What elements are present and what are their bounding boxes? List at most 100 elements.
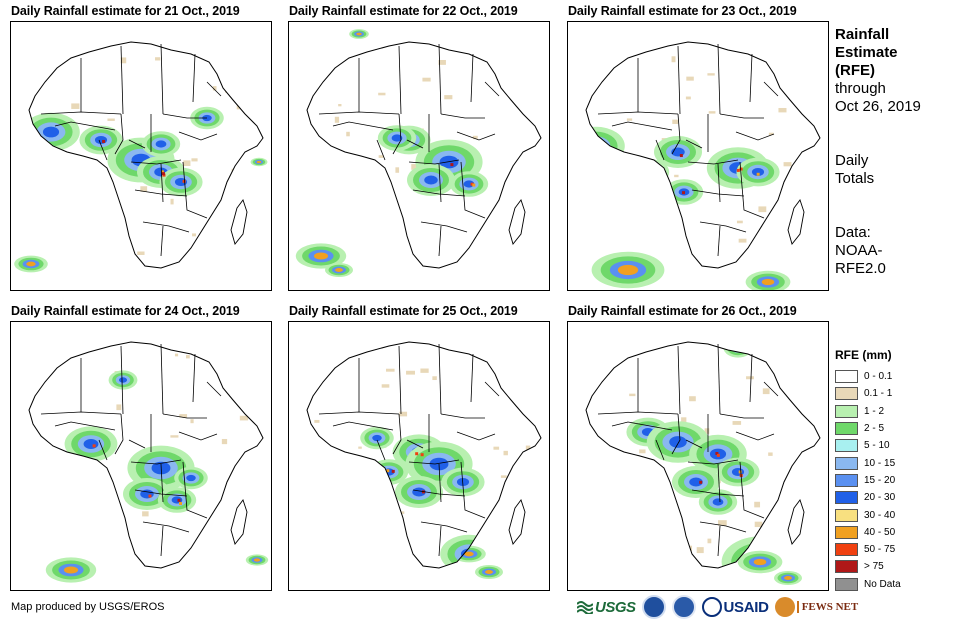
rain-area	[253, 558, 261, 562]
rain-speckle	[320, 205, 328, 210]
rain-speckle	[618, 175, 628, 181]
rain-area	[712, 498, 724, 506]
legend-item: 20 - 30	[835, 489, 960, 506]
heavy-rain-cell	[415, 452, 419, 456]
country-border	[408, 159, 460, 165]
country-border	[699, 521, 747, 533]
rain-speckle	[140, 186, 148, 192]
legend-label: 20 - 30	[864, 492, 896, 504]
rain-speckle	[183, 160, 191, 166]
country-border	[114, 413, 124, 455]
rain-speckle	[732, 421, 742, 425]
coastline	[28, 41, 264, 269]
country-border	[438, 343, 442, 415]
legend-item: 15 - 20	[835, 472, 960, 489]
africa-rainfall-map	[585, 41, 821, 290]
legend-swatch	[835, 508, 858, 522]
rain-speckle	[472, 135, 478, 140]
rain-speckle	[106, 484, 111, 489]
rain-speckle	[617, 209, 625, 213]
rain-speckle	[338, 104, 342, 107]
rain-speckle	[629, 393, 636, 397]
dhs-logo	[671, 595, 696, 619]
country-border	[128, 439, 146, 449]
legend-swatch	[835, 404, 858, 418]
legend-item: No Data	[835, 576, 960, 593]
rain-speckle	[190, 419, 194, 424]
heavy-rain-cell	[92, 444, 96, 448]
usaid-seal-icon	[701, 597, 722, 617]
rain-speckle	[142, 511, 149, 517]
country-border	[699, 221, 747, 233]
rain-speckle	[754, 521, 763, 528]
legend-label: 40 - 50	[864, 526, 896, 538]
country-border	[735, 431, 775, 441]
rain-speckle	[498, 508, 506, 514]
heavy-rain-cell	[420, 453, 424, 457]
map-panel-21-oct: Daily Rainfall estimate for 21 Oct., 201…	[10, 4, 272, 291]
rain-speckle	[185, 355, 190, 359]
rain-speckle	[640, 502, 650, 509]
side-info: Rainfall Estimate (RFE) through Oct 26, …	[835, 26, 965, 278]
country-border	[438, 163, 442, 203]
country-border	[671, 113, 681, 155]
heavy-rain-cell	[182, 179, 186, 183]
rain-speckle	[137, 251, 145, 255]
heavy-rain-cell	[177, 498, 181, 502]
rain-area	[485, 570, 493, 574]
rain-speckle	[519, 353, 525, 358]
rain-speckle	[704, 428, 710, 434]
ocean-rain	[737, 550, 802, 585]
country-border	[160, 343, 164, 415]
rainfall-map	[10, 21, 272, 291]
rain-speckle	[768, 452, 773, 456]
legend-label: 0 - 0.1	[864, 371, 893, 383]
rain-area	[689, 477, 703, 487]
country-border	[120, 45, 124, 115]
rainfall-map	[10, 321, 272, 591]
country-border	[130, 159, 182, 165]
country-border	[677, 45, 681, 115]
rain-speckle	[718, 520, 727, 526]
country-border	[691, 189, 745, 197]
rain-speckle	[671, 56, 676, 63]
madagascar	[787, 499, 805, 545]
rain-area	[785, 64, 815, 84]
legend-label: No Data	[864, 578, 901, 590]
country-border	[717, 343, 721, 415]
legend-label: 2 - 5	[864, 423, 885, 435]
rain-area	[494, 42, 524, 62]
heavy-rain-cell	[682, 191, 686, 195]
country-border	[54, 121, 116, 131]
heavy-rain-cell	[739, 167, 743, 171]
rain-area	[29, 436, 33, 452]
rain-speckle	[674, 174, 679, 178]
rain-speckle	[617, 466, 625, 469]
rain-speckle	[381, 384, 390, 388]
rain-area	[504, 49, 514, 55]
map-panel-24-oct: Daily Rainfall estimate for 24 Oct., 201…	[10, 304, 272, 591]
side-title-line: Estimate	[835, 44, 898, 61]
side-title-line: Rainfall	[835, 26, 890, 43]
rain-speckle	[594, 139, 599, 144]
rain-speckle	[325, 456, 331, 462]
rain-area	[792, 69, 808, 79]
legend-swatch	[835, 560, 858, 574]
heavy-rain-cell	[736, 168, 740, 172]
rain-speckle	[483, 540, 489, 543]
rain-speckle	[616, 223, 624, 227]
rain-speckle	[170, 435, 179, 438]
rain-speckle	[174, 353, 179, 357]
country-border	[460, 161, 486, 219]
rain-speckle	[736, 220, 743, 224]
country-border	[735, 131, 775, 141]
africa-rainfall-map	[585, 341, 821, 585]
rain-speckle	[239, 352, 245, 356]
country-border	[470, 53, 474, 103]
rain-speckle	[191, 158, 198, 162]
country-border	[677, 345, 681, 415]
rain-speckle	[238, 251, 242, 255]
rain-area	[391, 134, 403, 142]
country-border	[332, 121, 394, 131]
rain-area	[753, 558, 767, 566]
